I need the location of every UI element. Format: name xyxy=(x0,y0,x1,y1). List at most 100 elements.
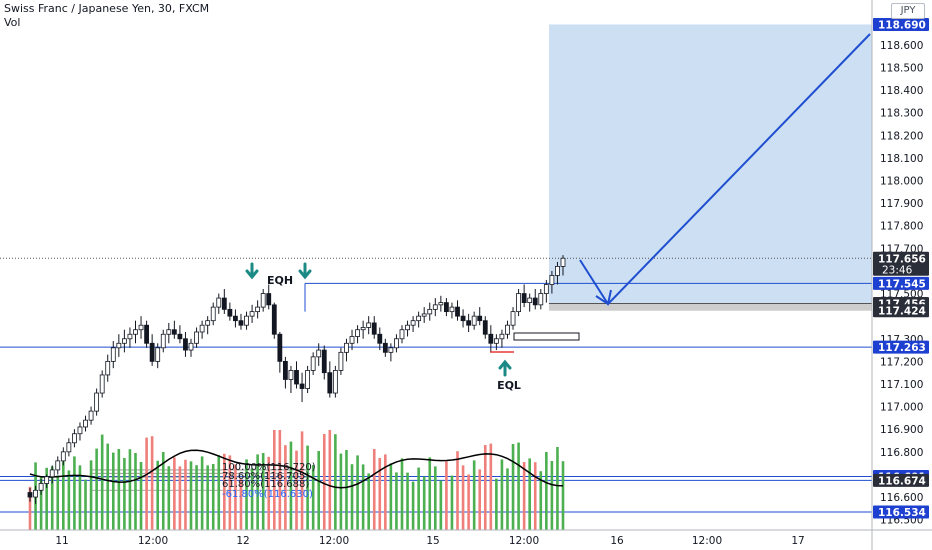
volume-ma-line xyxy=(29,449,564,489)
volume-bar xyxy=(467,474,470,530)
candle-body xyxy=(38,483,44,491)
y-tick-label: 117.800 xyxy=(880,221,923,233)
volume-bar xyxy=(450,475,454,530)
currency-badge[interactable]: JPY xyxy=(891,3,925,19)
candle-body xyxy=(310,356,316,371)
price-label-value: 116.534 xyxy=(878,507,926,519)
y-tick-label: 118.500 xyxy=(880,62,923,74)
candle-body xyxy=(105,360,111,376)
price-label-tag xyxy=(873,251,929,276)
y-tick-label: 117.900 xyxy=(880,198,923,210)
volume-bar xyxy=(400,458,404,530)
candle-body xyxy=(421,313,427,317)
volume-bar xyxy=(483,445,487,530)
candle-body xyxy=(416,315,422,322)
volume-bar xyxy=(139,462,143,530)
candle-body xyxy=(99,374,105,394)
volume-bar xyxy=(45,467,48,530)
x-tick-label: 15 xyxy=(426,535,439,547)
candle-body xyxy=(332,370,338,394)
volume-bar xyxy=(100,434,104,530)
volume-bar xyxy=(445,461,448,530)
volume-indicator-label[interactable]: Vol xyxy=(4,16,21,29)
y-tick-label: 117.000 xyxy=(880,402,923,414)
candle-body xyxy=(532,297,538,306)
candle-body xyxy=(316,349,322,358)
volume-bar xyxy=(550,461,554,530)
volume-bar xyxy=(428,457,432,530)
candle-body xyxy=(155,347,161,362)
candle-body xyxy=(33,489,38,498)
candle-body xyxy=(410,320,416,326)
candle-body xyxy=(66,442,72,453)
fib-label: 100.00%(116.720) xyxy=(222,462,316,473)
price-label-tag xyxy=(873,473,929,487)
volume-bar xyxy=(256,454,259,530)
volume-bar xyxy=(73,456,76,530)
candle-body xyxy=(166,329,172,335)
price-label-value: 118.690 xyxy=(878,19,926,31)
volume-bar xyxy=(511,444,515,530)
volume-bar xyxy=(211,464,215,530)
chart-title: Swiss Franc / Japanese Yen, 30, FXCM xyxy=(4,2,210,15)
candle-body xyxy=(221,297,227,310)
price-label-value: 117.263 xyxy=(878,342,926,354)
candle-body xyxy=(271,304,277,335)
candle-body xyxy=(482,320,488,335)
volume-bar xyxy=(533,462,537,530)
x-tick-label: 12:00 xyxy=(509,535,539,547)
candle-body xyxy=(266,293,272,306)
volume-bar xyxy=(217,455,221,530)
price-label-tag xyxy=(873,276,929,290)
x-tick-label: 16 xyxy=(610,535,624,547)
candle-body xyxy=(560,257,566,267)
volume-bar xyxy=(517,442,520,530)
price-label-value: 116.674 xyxy=(878,475,926,487)
volume-bar xyxy=(395,472,398,530)
volume-bar xyxy=(300,431,304,530)
volume-bar xyxy=(95,448,98,530)
candle-body xyxy=(516,293,521,313)
candle-body xyxy=(233,315,238,322)
candle-body xyxy=(205,320,211,326)
volume-bar xyxy=(39,476,43,530)
volume-bar xyxy=(278,430,282,530)
candle-body xyxy=(55,460,61,471)
candle-body xyxy=(127,333,133,340)
candle-body xyxy=(371,322,377,335)
volume-bar xyxy=(223,453,226,530)
price-label-value: 117.424 xyxy=(878,306,926,318)
y-tick-label: 116.900 xyxy=(880,424,923,436)
candle-body xyxy=(72,433,77,444)
volume-bar xyxy=(167,466,171,530)
price-label-tag xyxy=(873,340,929,354)
volume-bar xyxy=(345,450,348,530)
candle-body xyxy=(277,333,283,362)
candle-body xyxy=(338,351,344,371)
candle-body xyxy=(382,342,388,353)
price-label-value: 117.545 xyxy=(878,278,926,290)
volume-bar xyxy=(84,479,87,530)
eqh-arrow-left-icon xyxy=(245,262,259,280)
x-tick-label: 12:00 xyxy=(692,535,722,547)
volume-bar xyxy=(406,472,409,530)
volume-bar xyxy=(356,455,359,530)
candle-body xyxy=(249,311,255,317)
volume-bar xyxy=(173,457,176,530)
volume-bar xyxy=(350,464,354,530)
price-label-tag xyxy=(873,505,929,519)
price-label-tag xyxy=(873,304,929,318)
candle-body xyxy=(538,293,544,306)
candle-body xyxy=(194,331,199,344)
candle-body xyxy=(133,329,138,335)
candle-body xyxy=(394,338,399,349)
volume-bar xyxy=(245,459,248,530)
volume-bar xyxy=(522,462,526,530)
fib-label: -61.80%(116.630) xyxy=(222,489,313,500)
volume-bar xyxy=(28,486,32,530)
candle-body xyxy=(327,372,333,394)
candle-body xyxy=(227,308,233,317)
eqh-label: EQH xyxy=(267,274,293,287)
candle-body xyxy=(299,383,305,389)
